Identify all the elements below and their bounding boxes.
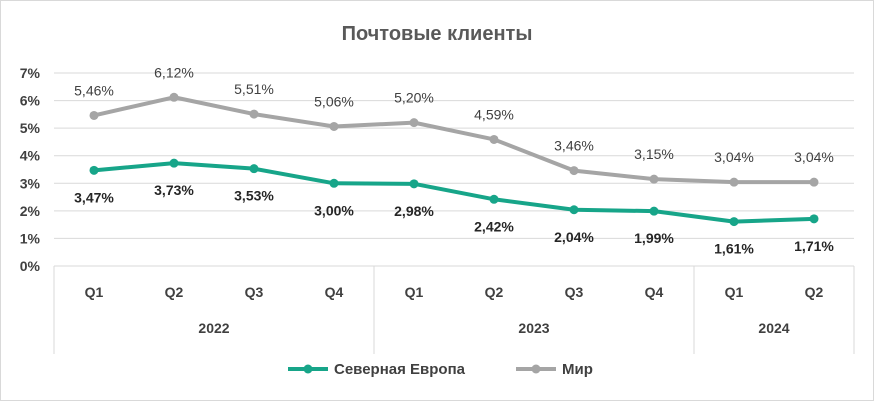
x-tick-label: Q2 xyxy=(805,284,824,300)
data-point xyxy=(329,121,339,131)
x-group-label: 2024 xyxy=(758,320,789,336)
x-tick-label: Q1 xyxy=(405,284,424,300)
data-point xyxy=(409,118,419,128)
data-label: 2,04% xyxy=(554,229,594,245)
data-label: 3,73% xyxy=(154,182,194,198)
data-label: 4,59% xyxy=(474,106,514,122)
x-group-label: 2023 xyxy=(518,320,549,336)
data-label: 3,46% xyxy=(554,138,594,154)
y-tick-label: 5% xyxy=(20,120,41,136)
legend-label: Мир xyxy=(562,361,593,378)
data-label: 1,99% xyxy=(634,230,674,246)
gridlines xyxy=(54,72,854,267)
data-point xyxy=(249,164,259,174)
legend-marker xyxy=(303,364,313,374)
data-point xyxy=(89,110,99,120)
legend-item: Северная Европа xyxy=(288,361,466,378)
legend-item: Мир xyxy=(516,361,593,378)
data-point xyxy=(249,109,259,119)
data-label: 2,98% xyxy=(394,203,434,219)
data-label: 5,20% xyxy=(394,90,434,106)
legend-marker xyxy=(531,364,541,374)
x-axis: Q1 Q2 Q3 Q4 Q1 Q2 Q3 Q4 Q1 Q2 2022 2023 2024 xyxy=(53,265,855,354)
data-point xyxy=(169,92,179,102)
data-label: 1,61% xyxy=(714,241,754,257)
x-tick-label: Q4 xyxy=(645,284,664,300)
data-label: 6,12% xyxy=(154,64,194,80)
y-axis-ticks: 0% 1% 2% 3% 4% 5% 6% 7% xyxy=(20,65,41,274)
data-label: 3,15% xyxy=(634,146,674,162)
data-point xyxy=(489,134,499,144)
x-tick-label: Q3 xyxy=(245,284,264,300)
series-world: 5,46% 6,12% 5,51% 5,06% 5,20% 4,59% 3,46% 3,15%… xyxy=(74,64,834,187)
y-tick-label: 1% xyxy=(20,230,41,246)
data-label: 3,04% xyxy=(714,149,754,165)
series-northern-europe: 3,47% 3,73% 3,53% 3,00% 2,98% 2,42% 2,04% 1,99%… xyxy=(74,158,834,257)
x-tick-label: Q1 xyxy=(85,284,104,300)
x-tick-label: Q4 xyxy=(325,284,344,300)
data-label: 3,47% xyxy=(74,189,114,205)
data-point xyxy=(649,206,659,216)
legend: Северная Европа Мир xyxy=(288,361,593,378)
series-lines: 3,47% 3,73% 3,53% 3,00% 2,98% 2,42% 2,04% 1,99%… xyxy=(74,64,834,256)
y-tick-label: 2% xyxy=(20,203,41,219)
x-group-label: 2022 xyxy=(198,320,229,336)
data-point xyxy=(809,177,819,187)
data-point xyxy=(729,177,739,187)
data-point xyxy=(569,166,579,176)
data-label: 5,51% xyxy=(234,81,274,97)
data-label: 5,06% xyxy=(314,93,354,109)
data-point xyxy=(569,205,579,215)
legend-label: Северная Европа xyxy=(334,361,466,378)
series-line xyxy=(92,95,816,185)
x-tick-label: Q3 xyxy=(565,284,584,300)
y-tick-label: 4% xyxy=(20,148,41,164)
data-label: 2,42% xyxy=(474,218,514,234)
y-tick-label: 3% xyxy=(20,175,41,191)
data-point xyxy=(809,214,819,224)
chart-title: Почтовые клиенты xyxy=(342,23,533,45)
data-point xyxy=(649,174,659,184)
data-point xyxy=(169,158,179,168)
data-point xyxy=(489,194,499,204)
data-point xyxy=(409,179,419,189)
data-label: 5,46% xyxy=(74,82,114,98)
y-tick-label: 6% xyxy=(20,93,41,109)
y-tick-label: 0% xyxy=(20,258,41,274)
x-tick-label: Q2 xyxy=(485,284,504,300)
x-tick-label: Q2 xyxy=(165,284,184,300)
data-label: 3,00% xyxy=(314,202,354,218)
data-point xyxy=(329,178,339,188)
x-tick-label: Q1 xyxy=(725,284,744,300)
series-line xyxy=(92,161,816,224)
data-label: 3,53% xyxy=(234,188,274,204)
data-label: 1,71% xyxy=(794,238,834,254)
data-point xyxy=(729,217,739,227)
data-point xyxy=(89,165,99,175)
data-label: 3,04% xyxy=(794,149,834,165)
y-tick-label: 7% xyxy=(20,65,41,81)
